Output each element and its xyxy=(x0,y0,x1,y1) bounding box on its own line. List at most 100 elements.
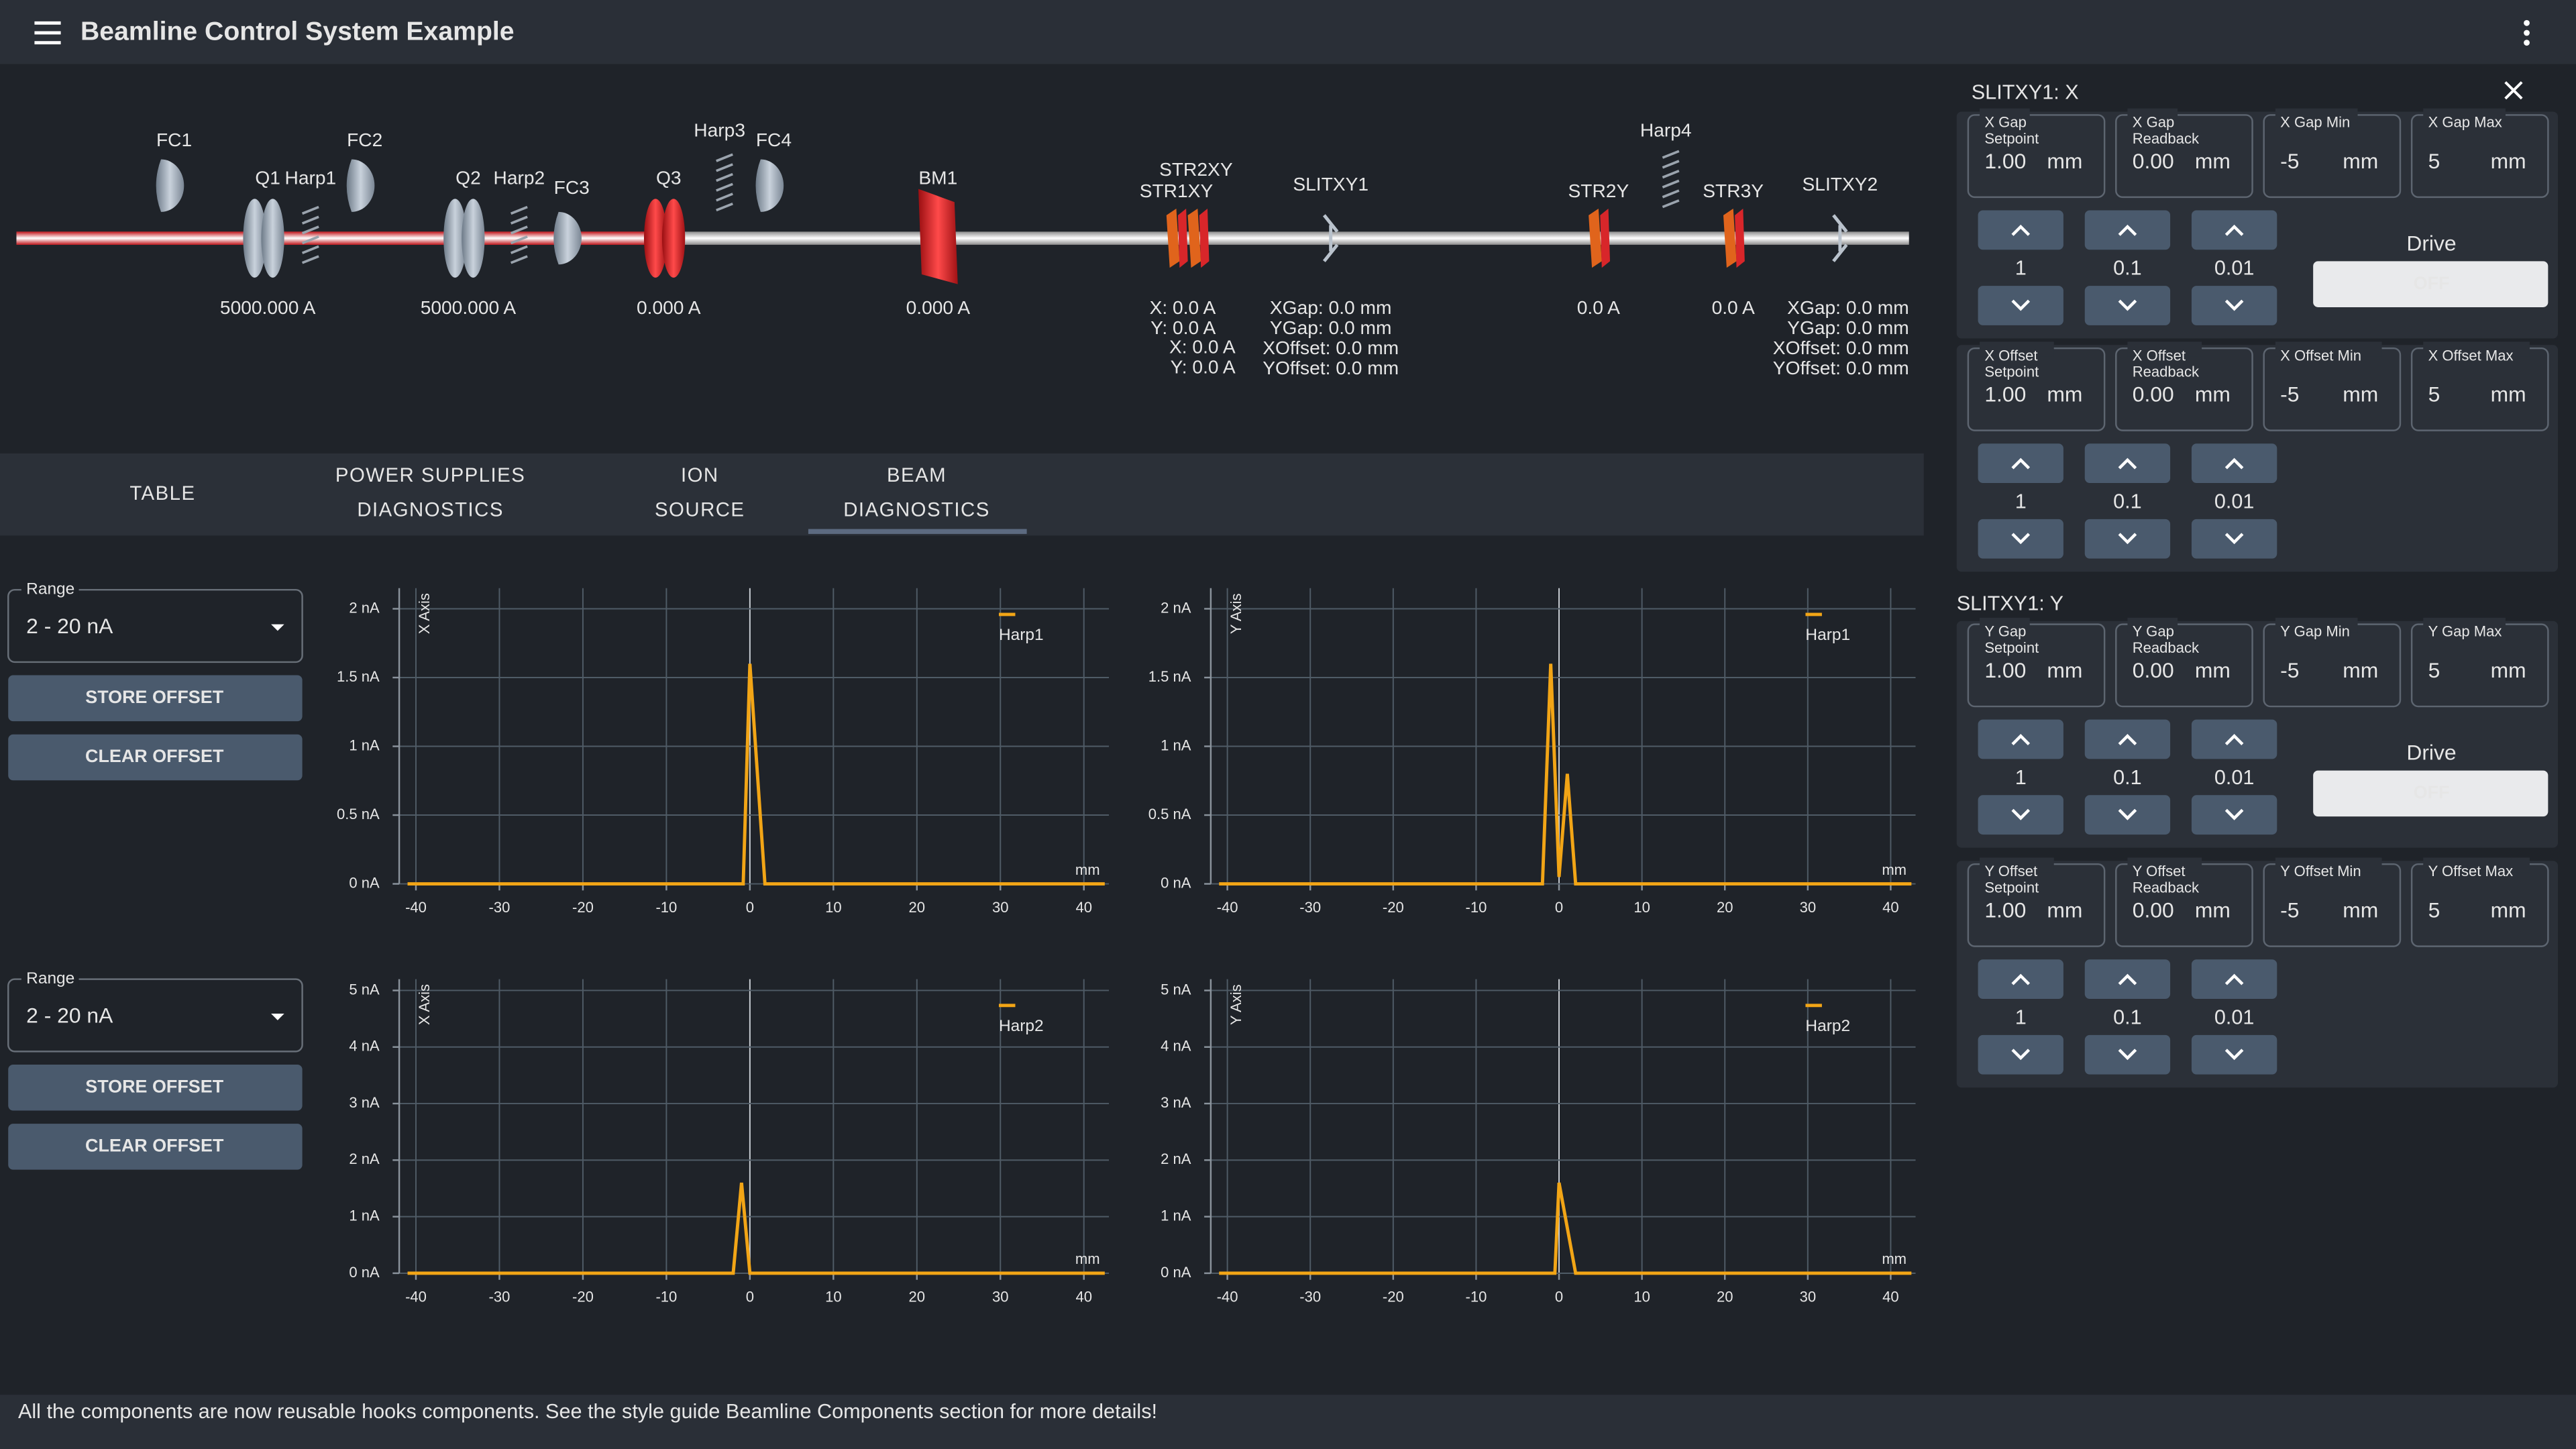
step-size: 0.01 xyxy=(2214,257,2255,280)
x-tick-label: -30 xyxy=(1299,899,1321,916)
decrement-button[interactable] xyxy=(2084,795,2171,835)
component-label: Harp4 xyxy=(1640,119,1692,140)
decrement-button[interactable] xyxy=(2191,286,2277,325)
field-value: 0.00 xyxy=(2133,898,2174,922)
chevron-down xyxy=(2011,533,2031,545)
component-readout: YOffset: 0.0 mm xyxy=(1773,358,1909,378)
drive-button[interactable] xyxy=(2313,770,2548,817)
increment-button[interactable] xyxy=(2084,443,2171,483)
label-gap xyxy=(2127,617,2178,633)
drive-state: OFF xyxy=(2414,273,2450,293)
x-tick-label: -10 xyxy=(655,1289,677,1305)
harp-wire xyxy=(1662,150,1680,159)
field-value: 0.00 xyxy=(2133,658,2174,682)
range-select[interactable] xyxy=(7,588,303,663)
field-unit: mm xyxy=(2195,382,2231,407)
decrement-button[interactable] xyxy=(1978,519,2063,559)
harp-wire xyxy=(510,215,528,225)
decrement-button[interactable] xyxy=(2191,519,2277,559)
decrement-button[interactable] xyxy=(2191,1034,2277,1075)
tab-label: POWER SUPPLIES xyxy=(335,464,525,486)
field-value: 1.00 xyxy=(1984,658,2026,682)
component-label: Harp2 xyxy=(494,167,545,188)
range-label: Range xyxy=(26,969,74,987)
x-tick-label: -20 xyxy=(1383,1289,1404,1305)
decrement-button[interactable] xyxy=(1978,1034,2063,1075)
harp-wire xyxy=(1662,160,1680,169)
increment-button[interactable] xyxy=(2084,719,2171,759)
tab-label: TABLE xyxy=(129,482,195,504)
increment-button[interactable] xyxy=(2191,210,2277,250)
component-readout: YGap: 0.0 mm xyxy=(1787,317,1909,338)
input-field xyxy=(2115,623,2253,708)
field-label: Setpoint xyxy=(1984,639,2039,656)
increment-button[interactable] xyxy=(2191,959,2277,999)
increment-button[interactable] xyxy=(1978,959,2063,999)
harp-wire xyxy=(716,182,733,192)
increment-button[interactable] xyxy=(2191,443,2277,483)
decrement-button[interactable] xyxy=(2084,519,2171,559)
decrement-button[interactable] xyxy=(1978,795,2063,835)
close-button[interactable] xyxy=(2504,81,2523,100)
chevron-down xyxy=(2224,1049,2244,1061)
steerer xyxy=(1600,209,1610,268)
x-tick-label: -40 xyxy=(405,899,427,916)
increment-button[interactable] xyxy=(1978,443,2063,483)
input-field[interactable] xyxy=(1967,623,2106,708)
drive-button[interactable] xyxy=(2313,261,2548,307)
tab-label: DIAGNOSTICS xyxy=(843,498,990,521)
x-tick-label: 20 xyxy=(1717,1289,1733,1305)
offset-button[interactable] xyxy=(8,1064,303,1111)
field-label: X Gap Max xyxy=(2428,114,2502,131)
x-tick-label: 40 xyxy=(1882,1289,1899,1305)
harp-wire xyxy=(1662,199,1680,209)
offset-button[interactable] xyxy=(8,734,303,781)
increment-button[interactable] xyxy=(1978,210,2063,250)
x-tick-label: 10 xyxy=(825,1289,842,1305)
component-readout: 5000.000 A xyxy=(220,297,316,318)
x-tick-label: -20 xyxy=(572,899,594,916)
menu-button[interactable] xyxy=(34,21,61,45)
legend-label: Harp1 xyxy=(999,626,1044,644)
steerer xyxy=(1199,209,1210,268)
app-title: Beamline Control System Example xyxy=(80,17,515,46)
label-gap xyxy=(2127,857,2202,873)
chevron-up xyxy=(2224,973,2244,985)
more-button[interactable] xyxy=(2524,19,2530,46)
x-tick-label: 40 xyxy=(1882,899,1899,916)
y-tick-label: 0.5 nA xyxy=(1148,806,1191,822)
harp-wire xyxy=(301,225,319,235)
slit xyxy=(1832,214,1848,262)
decrement-button[interactable] xyxy=(2084,1034,2171,1075)
increment-button[interactable] xyxy=(2084,959,2171,999)
decrement-button[interactable] xyxy=(1978,286,2063,325)
field-label: Y Gap xyxy=(2133,623,2174,640)
range-select[interactable] xyxy=(7,978,303,1053)
x-tick-label: 20 xyxy=(1717,899,1733,916)
decrement-button[interactable] xyxy=(2084,286,2171,325)
input-field[interactable] xyxy=(1967,114,2106,199)
x-tick-label: 40 xyxy=(1075,1289,1092,1305)
steerer xyxy=(1589,209,1602,268)
offset-button[interactable] xyxy=(8,1124,303,1170)
increment-button[interactable] xyxy=(2191,719,2277,759)
dropdown-caret xyxy=(271,1014,284,1020)
increment-button[interactable] xyxy=(2084,210,2171,250)
increment-button[interactable] xyxy=(1978,719,2063,759)
component-label: Q3 xyxy=(656,167,682,188)
x-tick-label: 30 xyxy=(1800,899,1817,916)
faraday-cup xyxy=(553,211,582,265)
harp-trace xyxy=(407,1182,1105,1275)
decrement-button[interactable] xyxy=(2191,795,2277,835)
steerer xyxy=(1735,209,1745,268)
axis-unit: mm xyxy=(1075,1250,1100,1267)
component-readout: Y: 0.0 A xyxy=(1150,317,1216,338)
tab-label: ION xyxy=(681,464,719,486)
field-value: 1.00 xyxy=(1984,382,2026,407)
input-field xyxy=(2115,114,2253,199)
x-tick-label: 10 xyxy=(1633,899,1650,916)
offset-button[interactable] xyxy=(8,675,303,722)
step-size: 0.01 xyxy=(2214,766,2255,789)
faraday-cup xyxy=(156,159,184,212)
chevron-down xyxy=(2118,808,2137,820)
